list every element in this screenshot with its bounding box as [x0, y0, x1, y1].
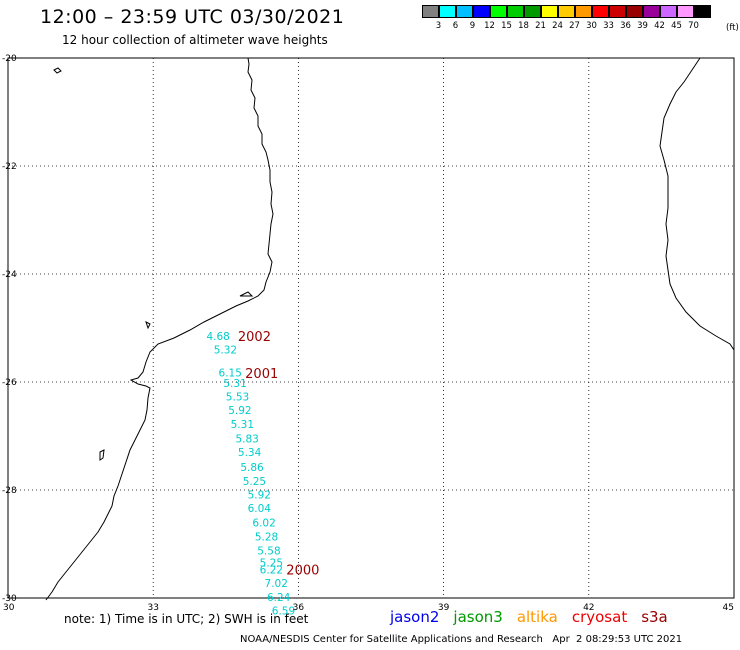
swh-value: 5.31	[231, 419, 254, 431]
legend-swatch	[541, 5, 558, 18]
legend-tick: 15	[501, 21, 512, 31]
lat-label: -30	[2, 594, 17, 604]
lat-label: -24	[2, 270, 17, 280]
swh-value: 5.32	[214, 345, 237, 357]
legend-swatch	[592, 5, 609, 18]
legend-unit: (ft)	[726, 23, 739, 33]
island	[53, 67, 62, 74]
lon-label: 33	[147, 603, 158, 613]
units-note: note: 1) Time is in UTC; 2) SWH is in fe…	[64, 612, 309, 626]
swh-value: 5.58	[257, 545, 280, 557]
legend-tick: 39	[637, 21, 648, 31]
lon-label: 36	[293, 603, 305, 613]
legend-tick: 33	[603, 21, 614, 31]
swh-value: 5.92	[228, 405, 251, 417]
satellite-cryosat: cryosat	[571, 608, 628, 626]
lat-label: -20	[2, 54, 17, 64]
legend-tick: 42	[654, 21, 665, 31]
lat-label: -22	[2, 162, 17, 172]
lon-label: 42	[583, 603, 594, 613]
color-legend: 3 6 9 12 15 18 21 24 27 30 33 36 39 42 45 70 (ft)	[422, 5, 739, 33]
lat-label: -26	[2, 378, 17, 388]
coastline	[45, 57, 735, 601]
swh-value: 7.02	[265, 578, 288, 590]
legend-ticks: 3 6 9 12 15 18 21 24 27 30 33 36 39 42 45 70	[422, 21, 711, 31]
swh-value: 5.86	[240, 462, 264, 474]
swh-value: 5.53	[226, 392, 249, 404]
lat-lon-grid	[7, 57, 735, 599]
swh-value: 6.15	[219, 367, 242, 379]
swh-value: 5.25	[260, 557, 283, 569]
satellite-altika: altika	[516, 608, 558, 626]
swh-observations: 4.685.326.155.315.535.925.315.835.345.86…	[206, 330, 319, 617]
swh-value: 6.24	[267, 592, 291, 604]
legend-swatch	[660, 5, 677, 18]
lat-label: -28	[2, 486, 17, 496]
satellite-jason2: jason2	[390, 608, 440, 626]
legend-swatch	[609, 5, 626, 18]
madagascar-coastline	[659, 57, 735, 351]
swh-value: 5.83	[235, 434, 258, 446]
legend-tick: 12	[484, 21, 495, 31]
legend-swatch	[524, 5, 541, 18]
credit-line: NOAA/NESDIS Center for Satellite Applica…	[240, 634, 683, 645]
island	[145, 321, 151, 330]
legend-swatch	[575, 5, 592, 18]
swh-value: 5.31	[223, 378, 246, 390]
africa-coastline	[45, 57, 274, 601]
map-frame	[7, 57, 735, 599]
satellite-jason3: jason3	[453, 608, 503, 626]
lon-label: 45	[723, 603, 734, 613]
swh-value: 6.02	[252, 517, 275, 529]
legend-swatch	[626, 5, 643, 18]
map-subtitle: 12 hour collection of altimeter wave hei…	[62, 33, 328, 47]
legend-swatch	[490, 5, 507, 18]
legend-tick: 24	[552, 21, 563, 31]
legend-tick: 6	[452, 21, 459, 31]
legend-tick: 36	[620, 21, 631, 31]
time-label: 2001	[245, 367, 278, 382]
legend-swatch	[558, 5, 575, 18]
legend-swatch	[507, 5, 524, 18]
legend-swatches	[422, 5, 711, 18]
legend-tick: 45	[671, 21, 682, 31]
legend-tick: 18	[518, 21, 529, 31]
legend-tick: 3	[435, 21, 442, 31]
legend-swatch	[677, 5, 694, 18]
swh-value: 6.22	[260, 564, 283, 576]
swh-value: 6.59	[272, 605, 295, 617]
time-label: 2000	[286, 563, 319, 578]
legend-tick: 70	[688, 21, 699, 31]
satellite-s3a: s3a	[641, 608, 668, 626]
swh-value: 5.92	[248, 489, 271, 501]
legend-tick: 30	[586, 21, 597, 31]
swh-value: 5.28	[255, 531, 278, 543]
legend-swatch	[422, 5, 439, 18]
island	[239, 291, 254, 297]
swh-value: 4.68	[206, 331, 229, 343]
legend-tick: 21	[535, 21, 546, 31]
time-label: 2002	[238, 330, 271, 345]
map-title: 12:00 – 23:59 UTC 03/30/2021	[40, 6, 345, 28]
satellite-legend: jason2 jason3 altika cryosat s3a	[390, 608, 668, 626]
legend-tick: 9	[469, 21, 476, 31]
legend-swatch	[694, 5, 711, 18]
swh-value: 5.25	[243, 476, 266, 488]
legend-swatch	[439, 5, 456, 18]
lon-label: 30	[3, 603, 15, 613]
lon-label: 39	[438, 603, 450, 613]
legend-swatch	[473, 5, 490, 18]
island	[99, 449, 105, 461]
legend-tick: 27	[569, 21, 580, 31]
swh-value: 5.34	[238, 447, 262, 459]
swh-value: 6.04	[248, 503, 272, 515]
legend-swatch	[643, 5, 660, 18]
legend-swatch	[456, 5, 473, 18]
